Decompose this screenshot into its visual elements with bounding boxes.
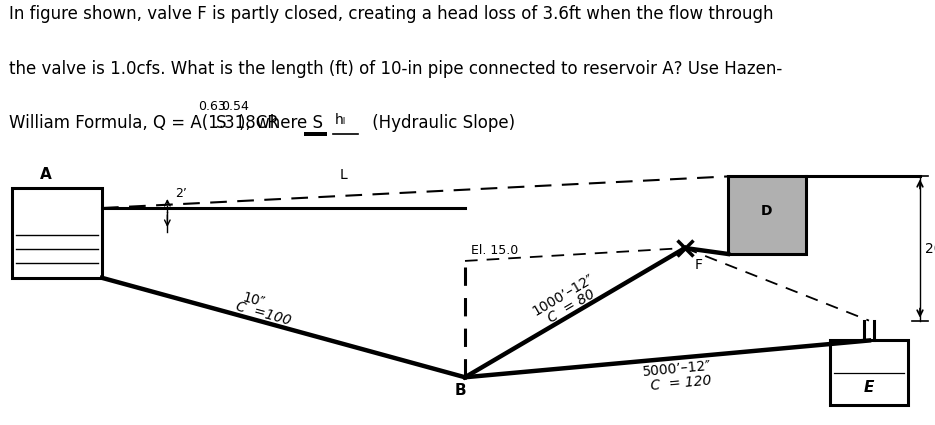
Text: B: B xyxy=(454,383,466,398)
Text: In figure shown, valve F is partly closed, creating a head loss of 3.6ft when th: In figure shown, valve F is partly close… xyxy=(9,5,774,23)
Text: 0.54: 0.54 xyxy=(222,100,250,113)
Text: C  = 120: C = 120 xyxy=(650,373,712,393)
Text: S: S xyxy=(216,114,226,132)
Text: William Formula, Q = A(1.318CR: William Formula, Q = A(1.318CR xyxy=(9,114,280,132)
Text: 0.63: 0.63 xyxy=(198,100,226,113)
Bar xyxy=(830,340,908,405)
Text: C  = 80: C = 80 xyxy=(545,287,597,326)
Text: (Hydraulic Slope): (Hydraulic Slope) xyxy=(367,114,515,132)
Bar xyxy=(12,188,102,278)
Text: 10″: 10″ xyxy=(240,290,266,309)
Text: 5000’–12″: 5000’–12″ xyxy=(642,359,712,379)
FancyBboxPatch shape xyxy=(304,132,327,136)
Bar xyxy=(728,176,806,254)
Text: 1000’–12″: 1000’–12″ xyxy=(530,271,597,318)
Text: A: A xyxy=(40,167,52,182)
Text: D: D xyxy=(761,204,772,218)
Text: L: L xyxy=(340,168,348,182)
Text: ), where S: ), where S xyxy=(239,114,324,132)
Text: C  =100: C =100 xyxy=(235,299,293,328)
Bar xyxy=(728,176,806,254)
Text: hₗ: hₗ xyxy=(335,113,346,128)
Text: F: F xyxy=(695,258,703,272)
Text: E: E xyxy=(864,380,874,394)
Text: the valve is 1.0cfs. What is the length (ft) of 10-in pipe connected to reservoi: the valve is 1.0cfs. What is the length … xyxy=(9,60,783,77)
Text: 20’: 20’ xyxy=(925,241,935,255)
Text: El. 15.0: El. 15.0 xyxy=(471,244,518,257)
Text: 2’: 2’ xyxy=(176,187,187,200)
